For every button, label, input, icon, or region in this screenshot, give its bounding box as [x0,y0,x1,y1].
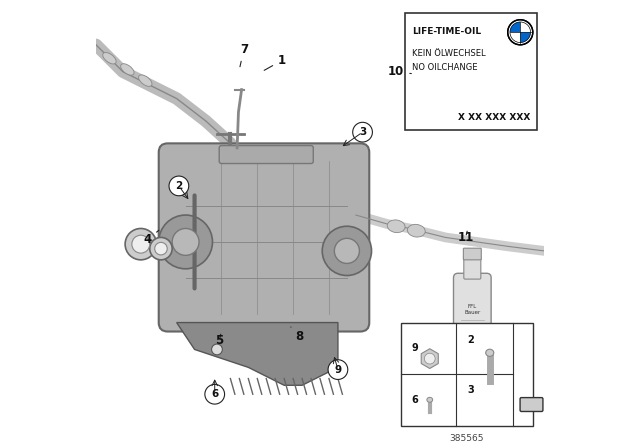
Text: 9: 9 [412,343,419,353]
Text: 2: 2 [175,181,182,191]
Circle shape [334,238,360,263]
Wedge shape [520,22,531,32]
Circle shape [328,360,348,379]
Ellipse shape [121,64,134,75]
FancyBboxPatch shape [220,146,314,164]
Text: LIFE-TIME-OIL: LIFE-TIME-OIL [412,27,481,36]
FancyBboxPatch shape [520,398,543,411]
Circle shape [212,344,222,355]
Ellipse shape [150,237,172,260]
Text: 6: 6 [211,389,218,399]
Text: 3: 3 [467,384,474,395]
Ellipse shape [155,242,167,255]
Text: 9: 9 [334,365,342,375]
Text: 7: 7 [240,43,248,67]
Text: X XX XXX XXX: X XX XXX XXX [458,113,531,122]
FancyBboxPatch shape [454,273,491,358]
Ellipse shape [103,52,116,64]
Circle shape [353,122,372,142]
Text: 385565: 385565 [449,434,484,443]
Text: 11: 11 [458,231,474,244]
Wedge shape [520,32,531,43]
Text: KEIN ÖLWECHSEL: KEIN ÖLWECHSEL [412,49,486,58]
Ellipse shape [139,75,152,86]
Circle shape [424,353,435,364]
FancyBboxPatch shape [405,13,538,130]
Text: 1: 1 [264,54,286,70]
Circle shape [159,215,212,269]
Text: 6: 6 [412,395,419,405]
Circle shape [205,384,225,404]
Text: NO OILCHANGE: NO OILCHANGE [412,63,477,72]
FancyBboxPatch shape [401,323,533,426]
Text: 2: 2 [467,335,474,345]
Ellipse shape [408,224,425,237]
Ellipse shape [132,235,150,253]
Circle shape [323,226,372,276]
Polygon shape [177,323,338,385]
FancyBboxPatch shape [464,256,481,279]
Circle shape [172,228,199,255]
Ellipse shape [427,397,433,402]
Text: 3: 3 [359,127,366,137]
FancyBboxPatch shape [159,143,369,332]
Ellipse shape [125,228,157,260]
Wedge shape [510,32,520,43]
FancyBboxPatch shape [463,248,481,260]
Text: FFL
Bauer: FFL Bauer [464,304,481,314]
Text: 8: 8 [291,327,304,343]
Circle shape [508,20,532,45]
Ellipse shape [486,349,494,357]
Text: 5: 5 [215,334,223,347]
Text: 4: 4 [143,230,159,246]
Circle shape [169,176,189,196]
Text: 10: 10 [388,65,412,78]
Ellipse shape [387,220,405,233]
Wedge shape [510,22,520,32]
